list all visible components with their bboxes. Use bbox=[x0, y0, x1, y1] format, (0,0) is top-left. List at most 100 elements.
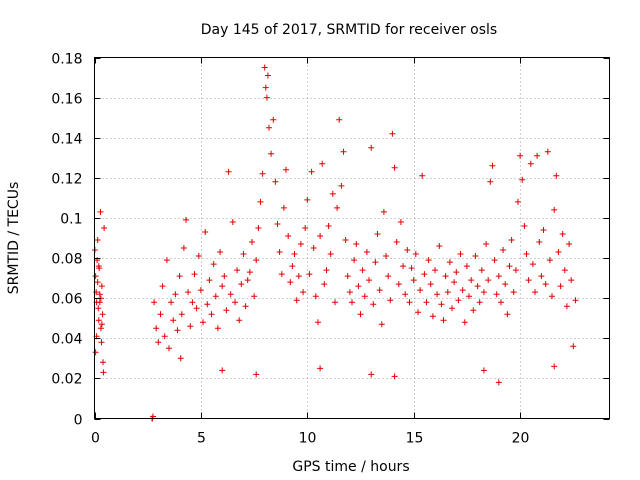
data-point bbox=[206, 277, 213, 284]
y-tick-label: 0.12 bbox=[51, 172, 82, 188]
y-tick-label: 0.02 bbox=[51, 372, 82, 388]
data-point bbox=[542, 281, 549, 288]
data-point bbox=[351, 257, 358, 264]
data-point bbox=[170, 317, 177, 324]
data-point bbox=[527, 160, 534, 167]
data-point bbox=[410, 277, 417, 284]
data-point bbox=[368, 144, 375, 151]
data-point bbox=[325, 223, 332, 229]
data-point bbox=[559, 231, 566, 237]
data-point bbox=[359, 267, 366, 274]
data-point bbox=[92, 273, 99, 280]
y-tick-label: 0 bbox=[74, 413, 83, 429]
data-point bbox=[92, 349, 99, 356]
data-point bbox=[266, 124, 272, 131]
data-point bbox=[436, 243, 443, 249]
y-tick-label: 0.16 bbox=[51, 92, 82, 108]
data-point bbox=[380, 208, 387, 215]
data-point bbox=[238, 281, 245, 288]
data-point bbox=[176, 273, 183, 280]
data-point bbox=[159, 283, 166, 290]
data-point bbox=[259, 170, 266, 177]
data-point bbox=[302, 225, 309, 231]
data-point bbox=[177, 355, 184, 362]
data-point bbox=[463, 263, 470, 270]
data-point bbox=[95, 263, 102, 270]
data-point bbox=[187, 323, 194, 330]
data-point bbox=[214, 325, 221, 332]
data-point bbox=[306, 271, 313, 278]
data-point bbox=[400, 263, 407, 270]
data-point bbox=[246, 269, 253, 276]
data-point bbox=[566, 241, 573, 247]
data-point bbox=[523, 251, 530, 257]
y-tick-label: 0.04 bbox=[51, 332, 82, 348]
data-point bbox=[97, 325, 104, 332]
data-point bbox=[278, 271, 285, 278]
data-point bbox=[346, 289, 353, 296]
data-point bbox=[98, 339, 105, 346]
data-point bbox=[561, 267, 568, 274]
data-point bbox=[438, 301, 445, 308]
data-point bbox=[519, 176, 526, 183]
data-point bbox=[378, 321, 385, 328]
data-point bbox=[255, 225, 262, 231]
y-tick-label: 0.14 bbox=[51, 132, 82, 148]
data-point bbox=[210, 261, 217, 268]
data-point bbox=[332, 299, 338, 306]
data-point bbox=[391, 164, 398, 171]
data-point bbox=[434, 291, 441, 298]
data-point bbox=[544, 148, 551, 155]
data-point bbox=[472, 253, 479, 259]
y-tick-label: 0.1 bbox=[60, 212, 82, 228]
data-point bbox=[317, 365, 324, 372]
data-point bbox=[429, 313, 436, 320]
data-point bbox=[315, 319, 321, 326]
data-point bbox=[272, 178, 279, 185]
data-point bbox=[168, 299, 175, 306]
data-point bbox=[244, 277, 251, 284]
data-point bbox=[455, 297, 462, 304]
data-point bbox=[461, 319, 468, 326]
x-axis-title: GPS time / hours bbox=[292, 459, 409, 475]
data-point bbox=[212, 293, 219, 300]
data-point bbox=[493, 291, 500, 298]
data-point bbox=[368, 371, 375, 378]
data-point bbox=[521, 223, 528, 229]
data-point bbox=[249, 239, 255, 245]
data-point bbox=[446, 259, 453, 266]
data-point bbox=[257, 198, 264, 205]
data-point bbox=[96, 291, 103, 298]
data-point bbox=[183, 216, 189, 223]
data-point bbox=[417, 287, 424, 294]
data-point bbox=[234, 267, 241, 274]
data-point bbox=[287, 279, 294, 286]
data-point bbox=[495, 273, 502, 280]
data-point bbox=[310, 245, 317, 251]
data-point bbox=[468, 277, 475, 284]
data-point bbox=[385, 273, 392, 280]
data-point bbox=[261, 64, 268, 71]
data-point bbox=[197, 287, 204, 294]
y-tick-label: 0.18 bbox=[51, 52, 82, 68]
data-point bbox=[217, 249, 224, 255]
data-point bbox=[374, 231, 381, 237]
data-point bbox=[334, 204, 341, 211]
plot-frame bbox=[94, 57, 610, 419]
data-point bbox=[495, 379, 502, 386]
data-point bbox=[280, 204, 287, 211]
data-point bbox=[572, 297, 579, 304]
data-point bbox=[459, 287, 466, 294]
x-tick-label: 0 bbox=[91, 431, 100, 447]
y-tick-label: 0.08 bbox=[51, 252, 82, 268]
data-point bbox=[276, 249, 283, 255]
data-point bbox=[270, 116, 277, 123]
data-point bbox=[515, 198, 521, 205]
data-point bbox=[312, 293, 319, 300]
data-point bbox=[397, 219, 404, 225]
data-point bbox=[189, 299, 196, 306]
data-point bbox=[304, 196, 311, 203]
data-point bbox=[425, 257, 432, 264]
data-point bbox=[476, 299, 483, 306]
data-point bbox=[412, 251, 419, 257]
